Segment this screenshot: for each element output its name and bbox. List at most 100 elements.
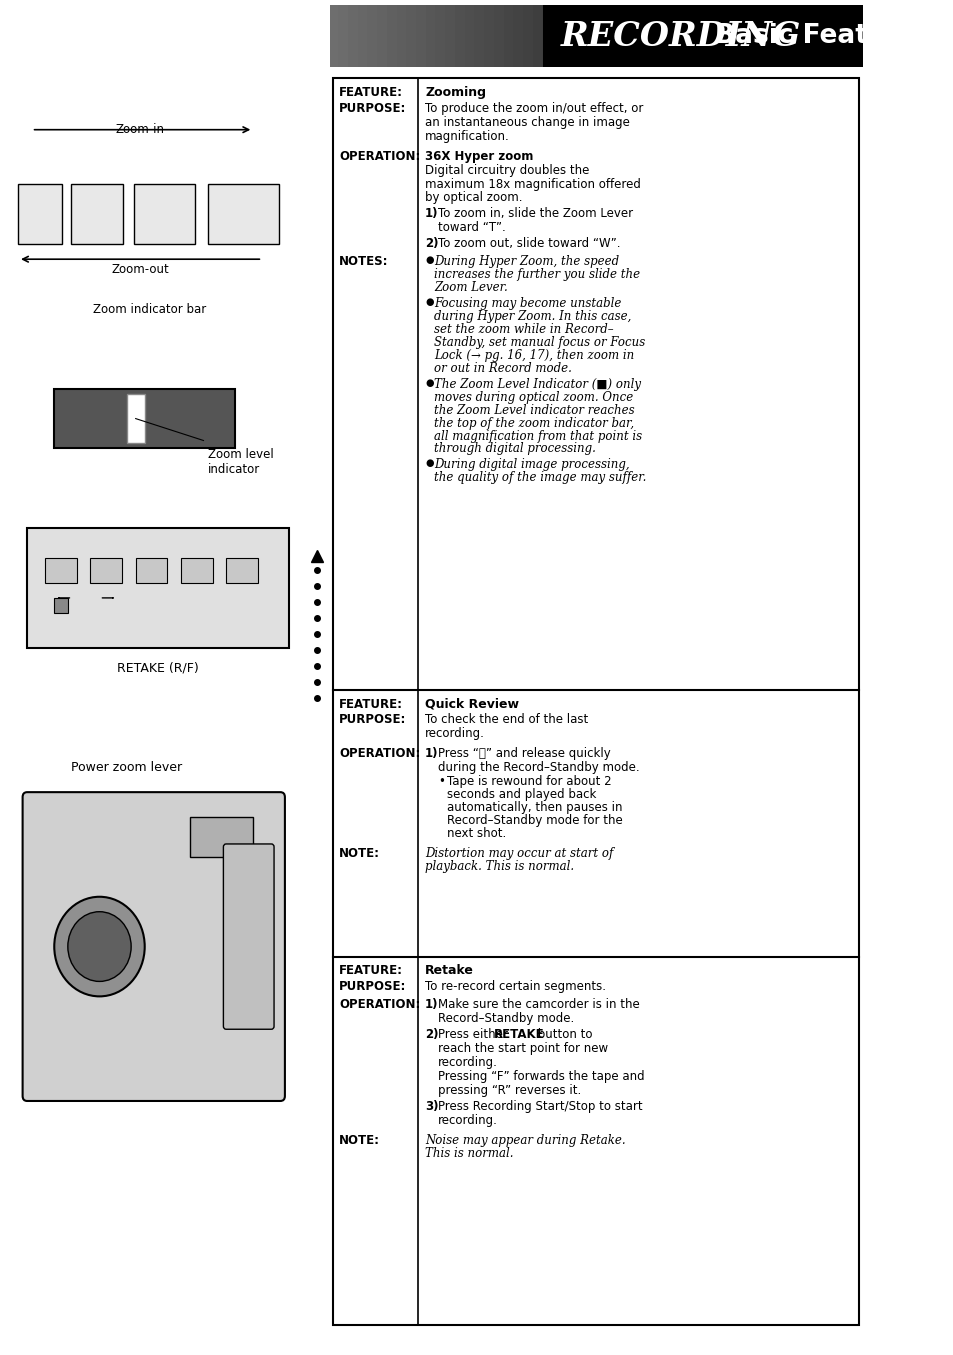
Text: pressing “R” reverses it.: pressing “R” reverses it. — [437, 1084, 580, 1098]
Bar — [27, 528, 289, 648]
Bar — [183, 5, 193, 66]
Text: magnification.: magnification. — [425, 130, 509, 142]
Text: The Zoom Level Indicator (■) only: The Zoom Level Indicator (■) only — [434, 378, 640, 390]
Bar — [226, 558, 257, 583]
Bar — [552, 5, 562, 66]
Text: seconds and played back: seconds and played back — [446, 789, 596, 801]
Bar — [251, 5, 261, 66]
Bar — [678, 5, 688, 66]
Text: Press Recording Start/Stop to start: Press Recording Start/Stop to start — [437, 1100, 641, 1112]
Bar — [494, 5, 504, 66]
Text: To re-record certain segments.: To re-record certain segments. — [425, 981, 605, 993]
Bar — [91, 558, 122, 583]
Text: 36X Hyper zoom: 36X Hyper zoom — [425, 149, 533, 163]
Text: Quick Review: Quick Review — [425, 698, 518, 710]
Bar — [333, 77, 859, 1325]
Text: increases the further you slide the: increases the further you slide the — [434, 268, 639, 282]
Bar — [338, 5, 349, 66]
FancyBboxPatch shape — [223, 844, 274, 1030]
Text: Record–Standby mode.: Record–Standby mode. — [437, 1012, 574, 1026]
Text: Press “Ⓒ” and release quickly: Press “Ⓒ” and release quickly — [437, 748, 610, 760]
Bar — [318, 5, 329, 66]
Bar — [172, 5, 183, 66]
Text: ●: ● — [425, 255, 434, 266]
Bar — [47, 5, 57, 66]
Bar — [532, 5, 543, 66]
Bar — [241, 5, 252, 66]
Bar — [193, 5, 203, 66]
Text: 1): 1) — [425, 207, 438, 221]
Text: Zoom level
indicator: Zoom level indicator — [208, 449, 274, 477]
Bar — [726, 5, 737, 66]
Bar — [260, 5, 271, 66]
Text: automatically, then pauses in: automatically, then pauses in — [446, 801, 621, 814]
Text: Pressing “F” forwards the tape and: Pressing “F” forwards the tape and — [437, 1070, 643, 1083]
Bar — [464, 5, 475, 66]
Text: playback. This is normal.: playback. This is normal. — [425, 860, 574, 873]
Text: recording.: recording. — [425, 728, 484, 740]
Bar — [775, 5, 785, 66]
Text: Zoom-out: Zoom-out — [112, 263, 169, 275]
Bar — [445, 5, 456, 66]
Bar — [328, 5, 339, 66]
Text: button to: button to — [533, 1028, 592, 1041]
Text: OPERATION:: OPERATION: — [339, 748, 420, 760]
Text: Zoom Lever.: Zoom Lever. — [434, 280, 507, 294]
Bar — [513, 5, 523, 66]
Text: all magnification from that point is: all magnification from that point is — [434, 430, 641, 443]
Bar — [290, 5, 300, 66]
Bar — [309, 5, 319, 66]
Text: •: • — [437, 775, 444, 789]
Text: 2): 2) — [425, 1028, 438, 1041]
Bar — [756, 5, 766, 66]
Bar — [66, 5, 76, 66]
Bar — [45, 558, 77, 583]
Bar — [668, 5, 679, 66]
Bar — [231, 5, 242, 66]
Bar — [367, 5, 377, 66]
Text: NOTE:: NOTE: — [339, 847, 380, 860]
Bar — [571, 5, 581, 66]
Bar — [221, 5, 232, 66]
Bar — [522, 5, 533, 66]
Bar — [153, 5, 164, 66]
Text: RETAKE: RETAKE — [494, 1028, 544, 1041]
Bar — [610, 5, 620, 66]
Bar — [163, 5, 173, 66]
Text: FEATURE:: FEATURE: — [339, 965, 403, 977]
Text: through digital processing.: through digital processing. — [434, 443, 596, 455]
Bar — [387, 5, 397, 66]
Bar — [56, 5, 67, 66]
Bar — [212, 5, 222, 66]
Bar — [75, 5, 87, 66]
Text: PURPOSE:: PURPOSE: — [339, 714, 406, 726]
Bar — [279, 5, 291, 66]
Bar — [124, 5, 134, 66]
Text: Basic Features: Basic Features — [714, 23, 932, 49]
Text: To check the end of the last: To check the end of the last — [425, 714, 588, 726]
Bar — [357, 5, 368, 66]
Text: during Hyper Zoom. In this case,: during Hyper Zoom. In this case, — [434, 310, 631, 322]
Bar — [746, 5, 757, 66]
Text: the top of the zoom indicator bar,: the top of the zoom indicator bar, — [434, 416, 634, 430]
Text: Zooming: Zooming — [425, 85, 486, 99]
Bar — [299, 5, 310, 66]
Bar — [639, 5, 650, 66]
Text: recording.: recording. — [437, 1114, 497, 1127]
Text: Noise may appear during Retake.: Noise may appear during Retake. — [425, 1134, 625, 1146]
Text: Record–Standby mode for the: Record–Standby mode for the — [446, 814, 622, 827]
Bar — [425, 5, 436, 66]
Text: ●: ● — [425, 378, 434, 388]
Text: toward “T”.: toward “T”. — [437, 221, 505, 234]
Text: PURPOSE:: PURPOSE: — [339, 102, 406, 115]
Bar — [619, 5, 630, 66]
Text: recording.: recording. — [437, 1056, 497, 1069]
Bar — [133, 184, 195, 244]
Bar — [127, 394, 145, 443]
Text: Press either: Press either — [437, 1028, 511, 1041]
Text: set the zoom while in Record–: set the zoom while in Record– — [434, 322, 613, 336]
Text: or out in Record mode.: or out in Record mode. — [434, 362, 572, 375]
Bar — [202, 5, 213, 66]
Bar — [659, 5, 669, 66]
Bar — [181, 558, 213, 583]
